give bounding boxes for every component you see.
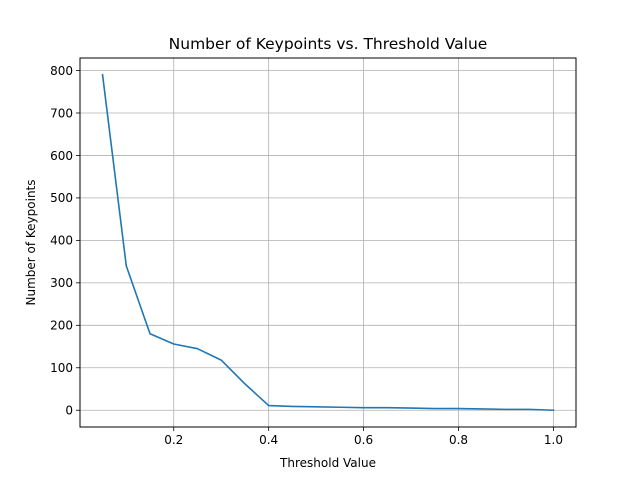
x-axis-label: Threshold Value xyxy=(279,456,376,470)
chart-title: Number of Keypoints vs. Threshold Value xyxy=(169,35,488,53)
y-tick-label: 100 xyxy=(50,361,73,375)
y-tick-label: 300 xyxy=(50,276,73,290)
x-tick-label: 0.4 xyxy=(259,433,278,447)
grid xyxy=(80,58,576,427)
series-line xyxy=(101,73,555,412)
x-tick-label: 0.2 xyxy=(164,433,183,447)
plot-frame xyxy=(79,57,577,428)
x-tick-label: 1.0 xyxy=(544,433,563,447)
y-tick-label: 0 xyxy=(65,404,73,418)
y-tick-label: 400 xyxy=(50,234,73,248)
series-layer xyxy=(101,73,555,412)
y-tick-label: 700 xyxy=(50,106,73,120)
y-tick-label: 200 xyxy=(50,319,73,333)
ticks: 0.2 0.4 0.6 0.8 1.0 0 100 200 300 400 500 600 700 800 xyxy=(50,64,563,447)
x-tick-label: 0.6 xyxy=(354,433,373,447)
y-tick-label: 800 xyxy=(50,64,73,78)
y-axis-label: Number of Keypoints xyxy=(24,179,38,305)
x-tick-label: 0.8 xyxy=(449,433,468,447)
y-tick-label: 600 xyxy=(50,149,73,163)
y-tick-label: 500 xyxy=(50,191,73,205)
